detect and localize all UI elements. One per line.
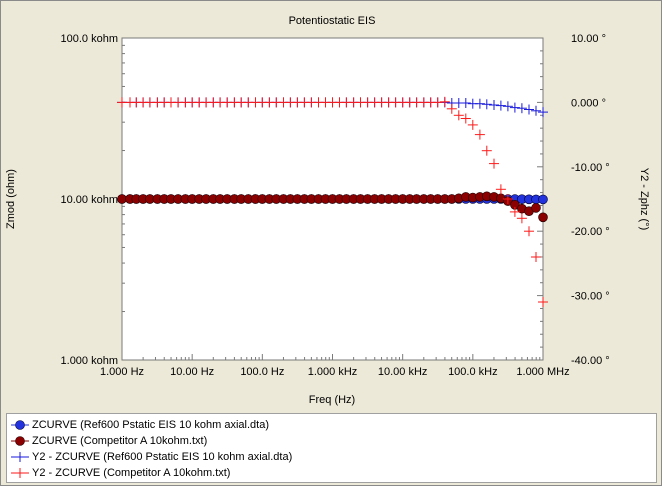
y2-tick-label: 0.000 ° [571, 97, 606, 109]
data-point [509, 206, 520, 217]
data-point [460, 98, 471, 108]
legend-swatch-circle-icon [11, 436, 29, 446]
legend-item-ref600-zmod[interactable]: ZCURVE (Ref600 Pstatic EIS 10 kohm axial… [11, 418, 269, 432]
data-point [453, 110, 464, 121]
y-tick-label: 100.0 kohm [61, 33, 118, 45]
data-point [516, 103, 527, 114]
y-tick-label: 10.00 kohm [61, 194, 118, 206]
eis-chart: Potentiostatic EIS Freq (Hz) Zmod (ohm) … [5, 15, 650, 406]
y-tick-label: 1.000 kohm [61, 355, 118, 367]
legend-label: Y2 - ZCURVE (Competitor A 10kohm.txt) [32, 467, 231, 479]
legend-swatch-circle-icon [11, 420, 29, 430]
data-point [495, 100, 506, 111]
data-point [524, 226, 534, 237]
x-tick-label: 1.000 kHz [308, 366, 358, 378]
x-tick-label: 1.000 Hz [100, 366, 144, 378]
data-point [474, 129, 485, 140]
y2-tick-label: -30.00 ° [571, 291, 610, 303]
series-4 [117, 96, 548, 307]
data-point [446, 103, 457, 114]
data-point [538, 107, 548, 118]
data-point [502, 194, 513, 204]
legend-label: ZCURVE (Ref600 Pstatic EIS 10 kohm axial… [32, 419, 270, 431]
x-tick-label: 10.00 kHz [378, 366, 428, 378]
legend-item-ref600-zphz[interactable]: Y2 - ZCURVE (Ref600 Pstatic EIS 10 kohm … [11, 450, 292, 464]
data-point [538, 212, 548, 223]
x-tick-label: 1.000 MHz [516, 366, 569, 378]
legend-swatch-plus-icon [11, 468, 29, 478]
y2-axis-label: Y2 - Zphz (°) [638, 168, 650, 230]
data-point [516, 213, 527, 224]
data-point [509, 102, 520, 113]
data-point [481, 99, 492, 110]
legend-label: ZCURVE (Competitor A 10kohm.txt) [32, 435, 208, 447]
data-point [538, 297, 548, 307]
data-point [538, 194, 548, 205]
data-point [474, 98, 485, 109]
y2-tick-label: -40.00 ° [571, 355, 610, 367]
x-tick-label: 10.00 Hz [170, 366, 214, 378]
data-point [502, 101, 513, 112]
data-point [489, 100, 499, 110]
data-point [531, 252, 541, 262]
chart-title: Potentiostatic EIS [289, 15, 376, 27]
y-axis-label: Zmod (ohm) [5, 169, 17, 229]
data-point [432, 97, 443, 108]
data-point [481, 145, 492, 156]
data-point [531, 105, 541, 116]
x-tick-label: 100.0 kHz [448, 366, 498, 378]
axes-layer: 1.000 Hz 10.00 Hz 100.0 Hz 1.000 kHz 10.00 k… [61, 33, 610, 378]
legend-item-competitor-zmod[interactable]: ZCURVE (Competitor A 10kohm.txt) [11, 434, 207, 448]
legend: ZCURVE (Ref600 Pstatic EIS 10 kohm axial… [6, 413, 657, 483]
legend-swatch-plus-icon [11, 452, 29, 462]
legend-label: Y2 - ZCURVE (Ref600 Pstatic EIS 10 kohm … [32, 451, 293, 463]
y2-tick-label: -10.00 ° [571, 162, 610, 174]
y2-tick-label: -20.00 ° [571, 226, 610, 238]
x-tick-label: 100.0 Hz [240, 366, 284, 378]
series-2 [117, 191, 548, 223]
y2-tick-label: 10.00 ° [571, 33, 606, 45]
legend-item-competitor-zphz[interactable]: Y2 - ZCURVE (Competitor A 10kohm.txt) [11, 466, 230, 480]
data-point [531, 203, 541, 213]
series-layer [117, 96, 548, 307]
x-axis-label: Freq (Hz) [309, 394, 355, 406]
data-point [489, 158, 499, 169]
data-point [439, 96, 450, 107]
data-point [495, 184, 506, 195]
data-point [117, 194, 127, 204]
data-point [467, 119, 478, 130]
data-point [460, 113, 471, 124]
data-point [524, 104, 534, 115]
